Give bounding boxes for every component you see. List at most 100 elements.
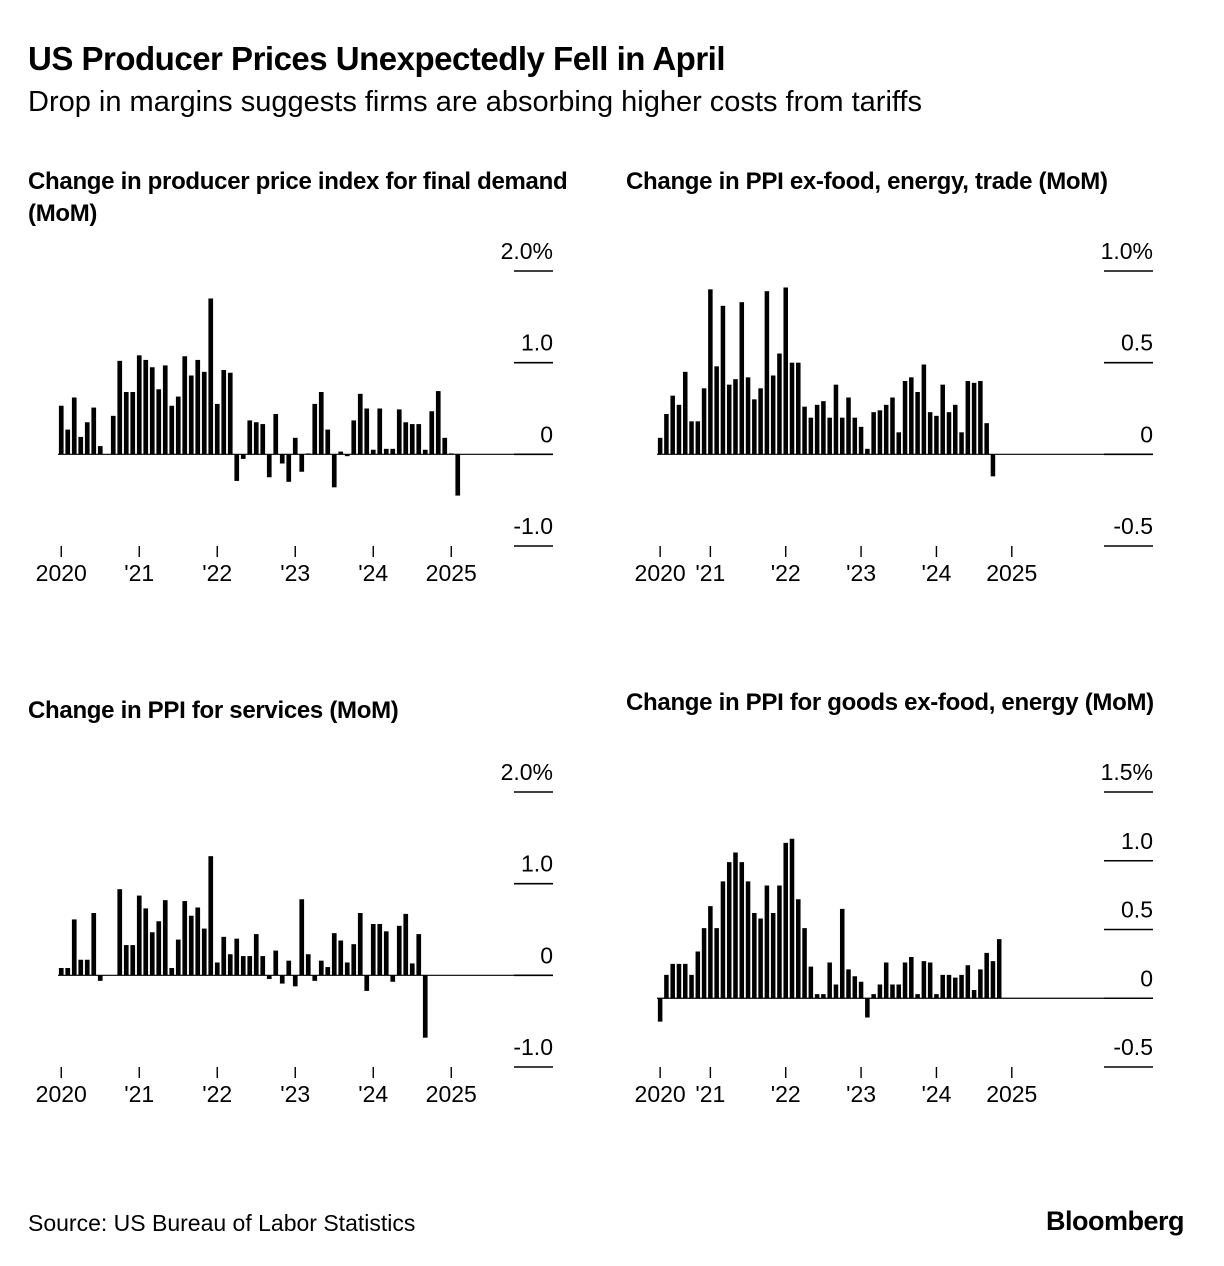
bar [312,403,318,455]
x-tick-label: '23 [846,560,876,586]
bar [214,403,220,455]
bar [188,915,194,976]
bar [325,967,331,976]
bar [777,353,782,455]
bar [783,287,788,455]
bar [959,974,964,999]
bar [266,975,272,979]
bar [78,959,84,976]
bar [117,360,123,455]
bar [657,998,663,1022]
bar [664,974,669,999]
bar [325,429,331,455]
bar [175,396,181,455]
bar [689,974,694,999]
bar [978,969,983,999]
bar [351,944,357,976]
bar [331,454,337,488]
x-tick-label: '24 [921,1081,951,1107]
bar [396,409,402,455]
bar [390,448,396,455]
bar [273,414,279,455]
y-tick-label: 0 [540,942,553,968]
bar [921,961,927,999]
y-tick-label: 0.5 [1121,330,1153,356]
x-tick-label: 2025 [986,1081,1037,1107]
bar [299,899,305,976]
y-tick-label: 1.5% [1101,759,1153,785]
bar [221,370,227,455]
bar [370,449,376,455]
bar [770,375,776,455]
bar [689,421,694,455]
x-tick-label: '23 [280,560,310,586]
y-tick-label: 1.0 [521,851,553,877]
bar [403,913,409,976]
bar [871,412,876,455]
bar [234,938,240,976]
bar [865,448,870,455]
bar [670,395,675,455]
bar [97,446,103,455]
bar [442,437,448,455]
y-tick-label: 1.0% [1101,238,1153,264]
bar [996,939,1002,999]
bar [902,962,908,999]
bar [65,429,71,455]
bar [403,422,409,455]
x-tick-label: 2020 [635,560,686,586]
x-tick-label: '21 [124,1081,154,1107]
bar [84,422,90,455]
bar [839,908,845,999]
y-tick-label: 0 [1140,965,1153,991]
bar [143,359,149,455]
bar [123,945,129,976]
bar [71,397,77,455]
bar [253,422,259,455]
bar [416,424,422,455]
bar [409,963,415,976]
bar [182,356,188,455]
bar [827,417,832,455]
bar [227,954,233,976]
bar [764,291,770,455]
bar [883,404,889,455]
bar [877,410,883,455]
bar [266,454,272,478]
x-tick-label: 2025 [986,560,1037,586]
bar [701,388,707,455]
bar [195,359,201,455]
bar [260,424,266,455]
bar [390,975,396,982]
bar [971,382,977,455]
bar [78,436,84,455]
x-tick-label: '24 [921,560,951,586]
bar [808,417,814,455]
bar [821,994,826,999]
bar [852,976,858,999]
bar [890,984,895,999]
bar [953,404,958,455]
y-tick-label: -1.0 [513,1034,553,1060]
bar [701,928,707,999]
bar [234,454,240,481]
x-tick-label: 2020 [635,1081,686,1107]
bar [396,925,402,976]
bar [714,366,719,455]
bar [299,454,305,472]
bar [990,454,996,477]
bar [318,960,324,976]
bar [58,405,64,455]
bar [676,404,682,455]
bar [136,355,142,455]
bar [921,364,927,455]
bar [695,951,701,999]
bar [357,913,363,976]
bar [814,994,820,999]
bar [429,411,435,455]
bar [260,956,266,976]
bar [827,962,832,999]
panel-title-ex-food-energy-trade: Change in PPI ex-food, energy, trade (Mo… [626,168,1108,195]
bar [758,918,763,999]
bar [357,393,363,455]
